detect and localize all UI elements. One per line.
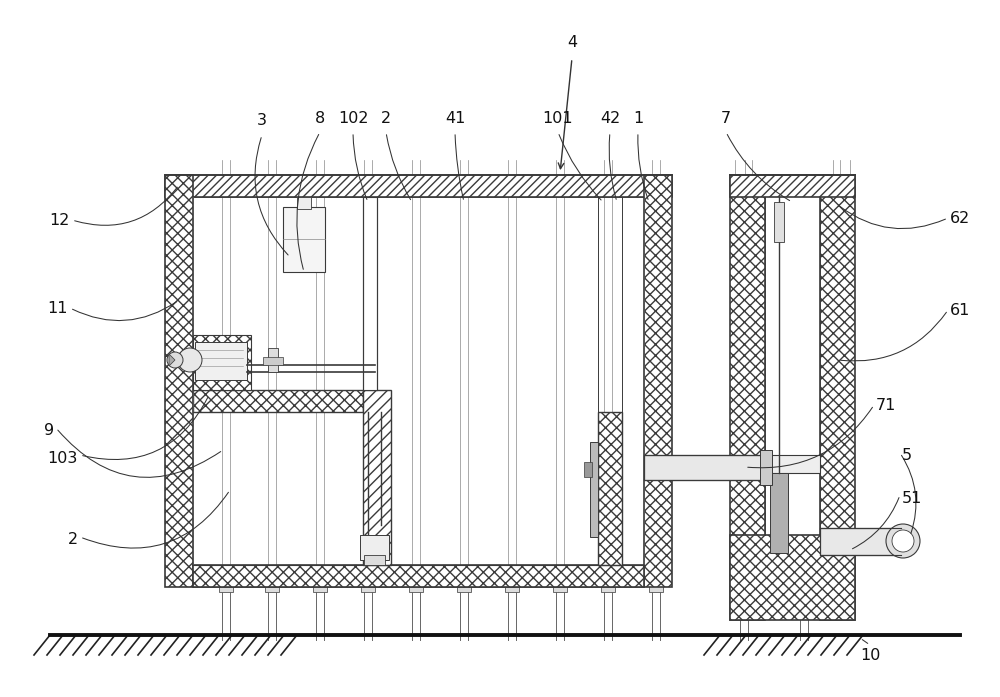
Bar [730, 175, 855, 197]
Polygon shape [169, 354, 175, 366]
Bar [193, 390, 363, 412]
Bar [165, 175, 672, 197]
Bar [409, 584, 423, 592]
Text: 9: 9 [44, 422, 54, 438]
Bar [193, 565, 644, 587]
Text: 11: 11 [48, 300, 68, 316]
Bar [364, 555, 385, 565]
Bar [774, 202, 784, 242]
Text: 2: 2 [68, 533, 78, 548]
Bar [297, 197, 311, 209]
Text: 101: 101 [543, 111, 573, 125]
Bar [361, 584, 375, 592]
Circle shape [886, 524, 920, 558]
Bar [601, 584, 615, 592]
Text: 102: 102 [338, 111, 368, 125]
Text: 51: 51 [902, 491, 922, 505]
Bar [363, 390, 391, 565]
Bar [765, 455, 820, 473]
Text: 12: 12 [50, 213, 70, 227]
Bar [165, 175, 193, 587]
Text: 5: 5 [902, 447, 912, 463]
Text: 2: 2 [381, 111, 391, 125]
Bar [553, 584, 567, 592]
Text: 1: 1 [633, 111, 643, 125]
Bar [193, 335, 251, 390]
Bar [737, 584, 751, 592]
Bar [730, 175, 765, 620]
Bar [219, 584, 233, 592]
Bar [265, 584, 279, 592]
Text: 8: 8 [315, 111, 325, 125]
Bar [760, 450, 772, 485]
Bar [263, 357, 283, 365]
Bar [590, 442, 598, 537]
Bar [268, 348, 278, 372]
Bar [598, 412, 622, 565]
Text: 71: 71 [876, 397, 896, 413]
Bar [770, 473, 788, 553]
Circle shape [892, 530, 914, 552]
Bar [820, 528, 895, 555]
Text: 7: 7 [721, 111, 731, 125]
Bar [457, 584, 471, 592]
Bar [360, 535, 389, 560]
Bar [505, 584, 519, 592]
Bar [797, 584, 811, 592]
Bar [644, 455, 765, 480]
Text: 41: 41 [445, 111, 465, 125]
Bar [644, 175, 672, 587]
Bar [584, 462, 592, 477]
Bar [313, 584, 327, 592]
Text: 103: 103 [48, 450, 78, 466]
Text: 42: 42 [600, 111, 620, 125]
Bar [649, 584, 663, 592]
Bar [283, 207, 325, 272]
Bar [195, 342, 247, 380]
Text: 61: 61 [950, 302, 970, 318]
Bar [730, 535, 855, 620]
Text: 10: 10 [860, 648, 880, 663]
Bar [820, 175, 855, 620]
Text: 62: 62 [950, 210, 970, 226]
Circle shape [167, 352, 183, 368]
Text: 3: 3 [257, 112, 267, 128]
Text: 4: 4 [567, 34, 577, 49]
Circle shape [178, 348, 202, 372]
Bar [363, 197, 377, 390]
